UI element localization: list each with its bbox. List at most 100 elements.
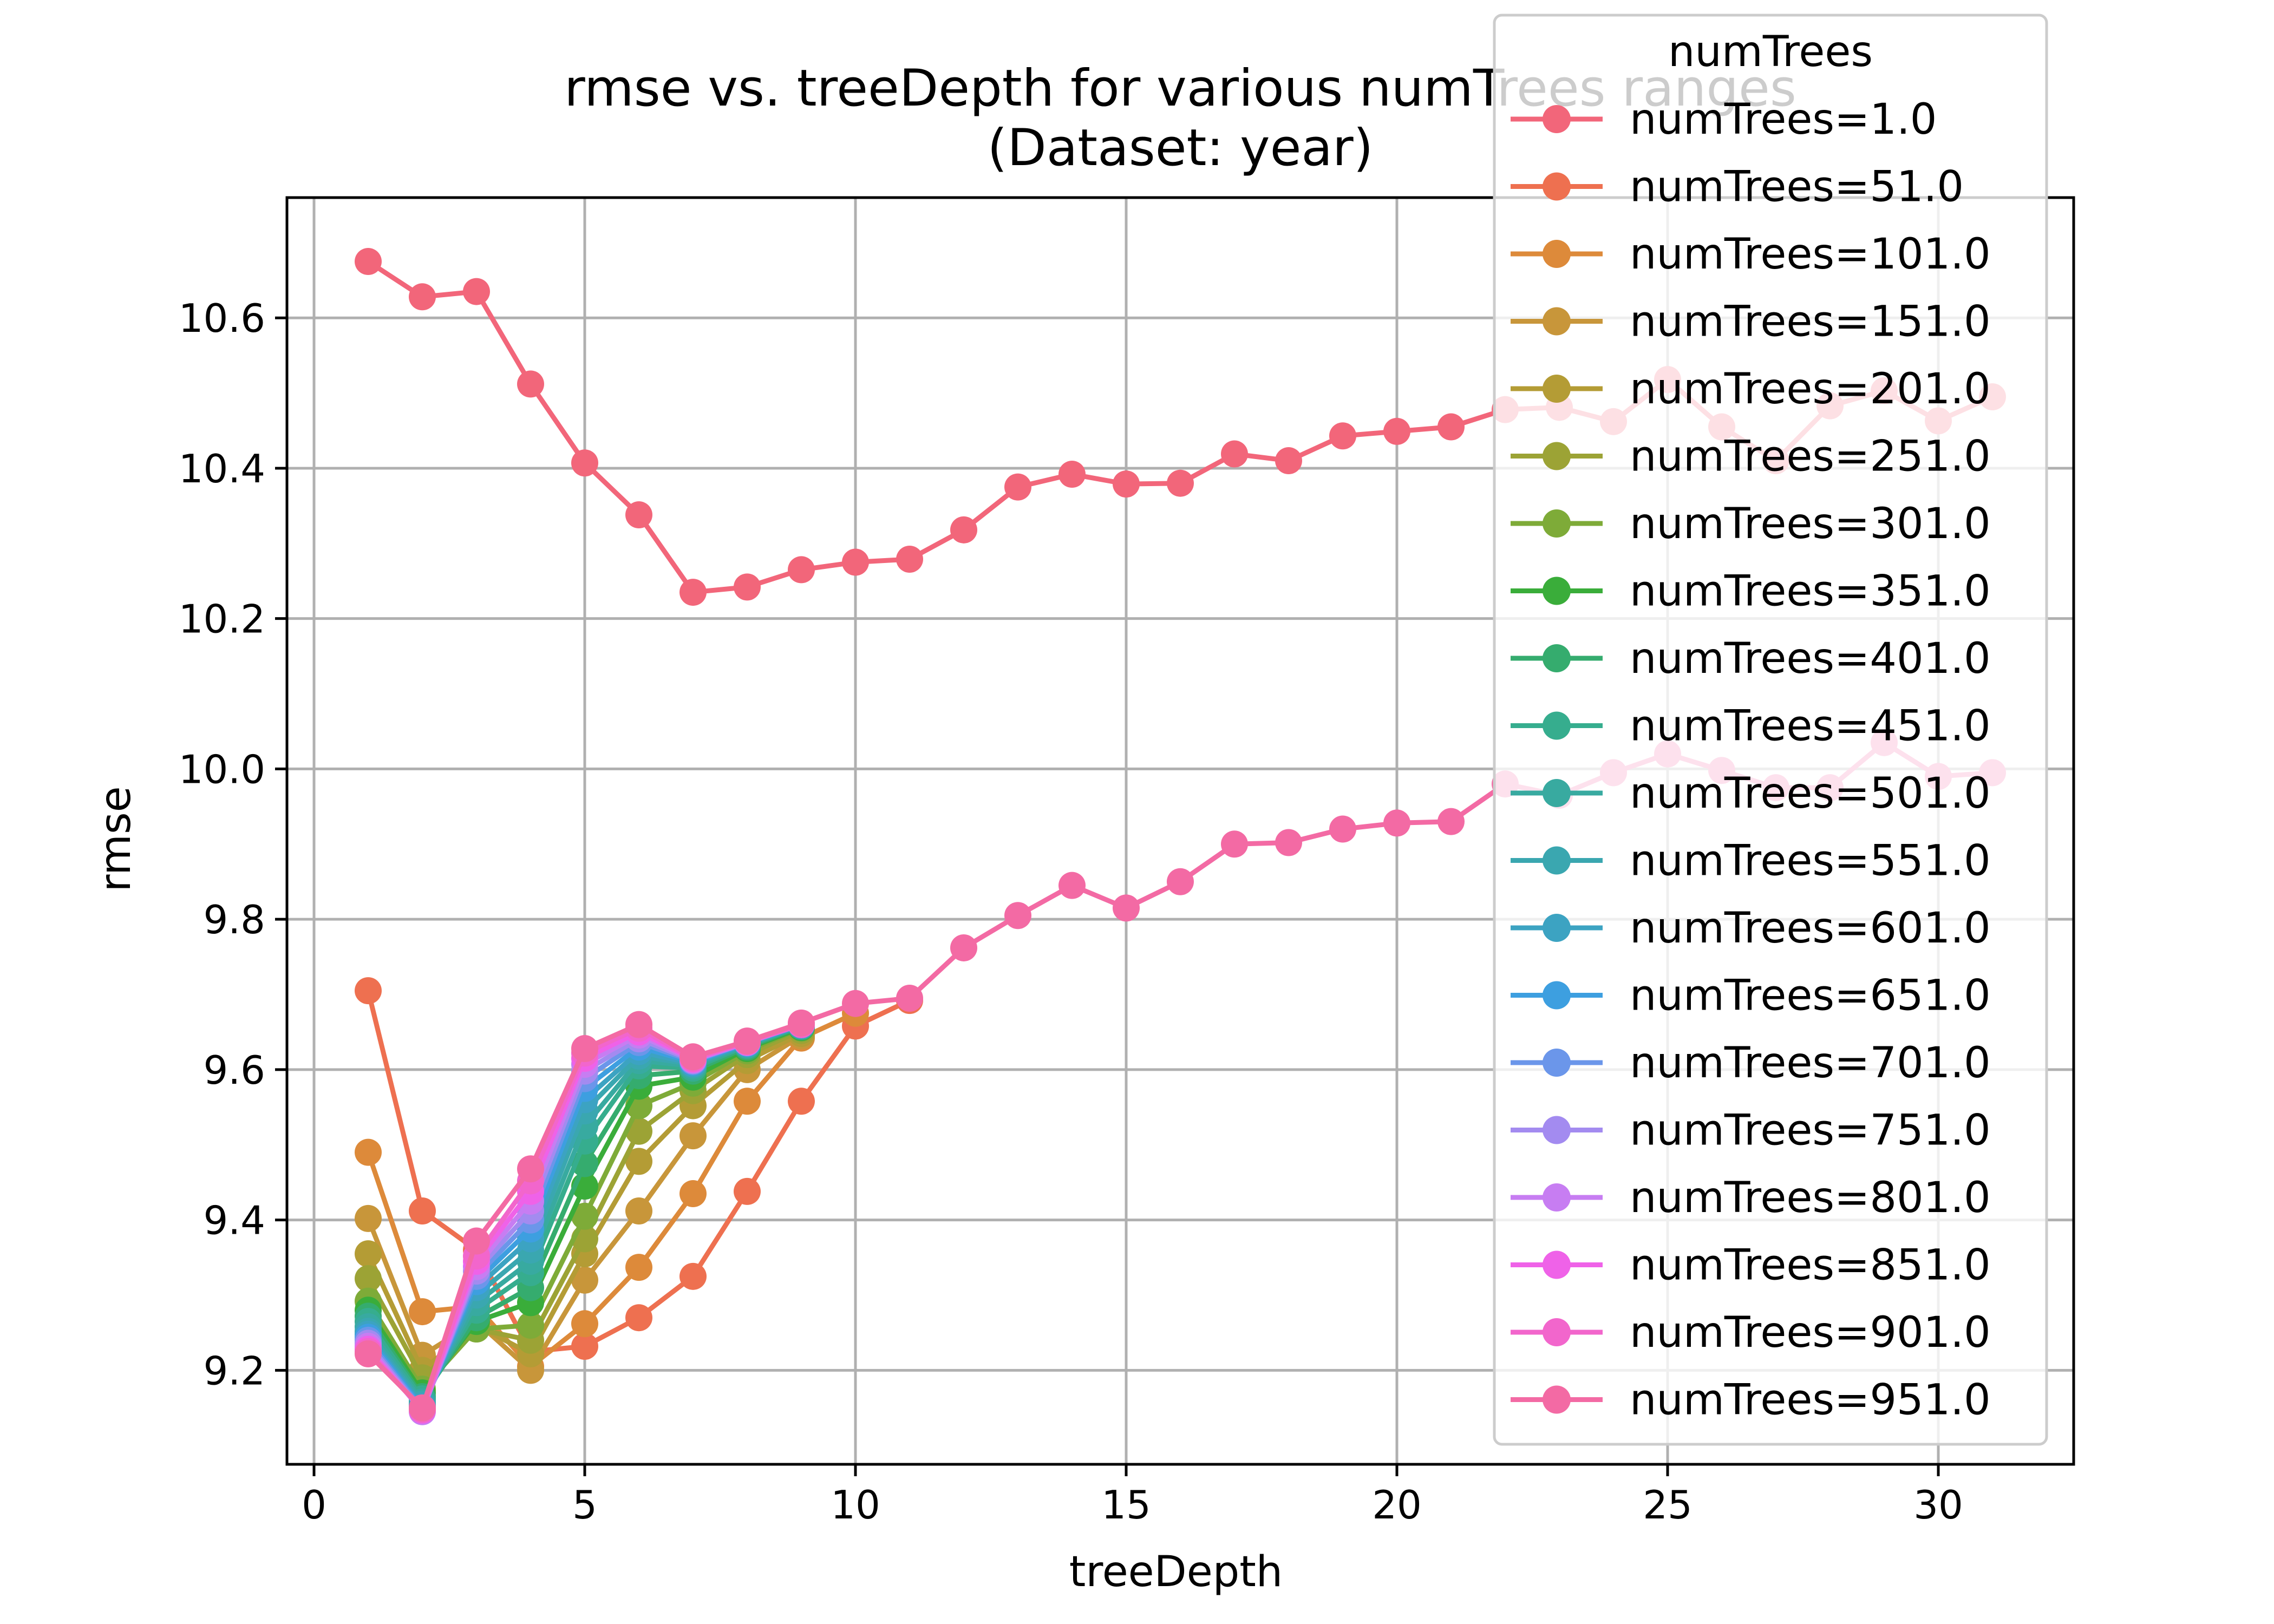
y-tick-label: 10.0: [179, 746, 265, 792]
data-point: [1167, 469, 1194, 497]
data-point: [409, 1197, 436, 1224]
legend-label: numTrees=501.0: [1630, 769, 1991, 818]
data-point: [734, 1027, 761, 1055]
data-point: [571, 1332, 598, 1360]
plot-frame: [285, 196, 2075, 1466]
legend-label: numTrees=951.0: [1630, 1376, 1991, 1425]
data-point: [950, 516, 977, 543]
legend-marker: [1543, 577, 1571, 605]
data-point: [1113, 470, 1140, 498]
x-tick-label: 15: [1101, 1482, 1151, 1528]
data-point: [355, 1204, 382, 1232]
data-point: [625, 1254, 652, 1281]
legend-items: numTrees=1.0 numTrees=51.0 numTrees=101.0 n…: [1511, 95, 1991, 1425]
data-point: [1437, 808, 1465, 835]
legend-entry: numTrees=101.0: [1511, 230, 1991, 279]
series-line: [365, 1011, 857, 1369]
data-point: [571, 449, 598, 477]
data-point: [517, 1155, 544, 1183]
legend-label: numTrees=1.0: [1630, 95, 1937, 144]
data-point: [1058, 872, 1086, 899]
legend-marker: [1543, 509, 1571, 538]
data-point: [679, 1262, 707, 1290]
legend-entry: numTrees=701.0: [1511, 1039, 1991, 1088]
chart-subtitle: (Dataset: year): [988, 119, 1374, 178]
legend-marker: [1543, 1049, 1571, 1077]
legend-marker: [1543, 711, 1571, 740]
y-tick-label: 9.4: [203, 1198, 265, 1243]
data-point: [1221, 440, 1248, 468]
data-point: [355, 977, 382, 1005]
legend-marker: [1543, 779, 1571, 807]
data-point: [896, 984, 923, 1012]
legend-entry: numTrees=251.0: [1511, 433, 1991, 481]
legend-label: numTrees=151.0: [1630, 298, 1991, 346]
legend-marker: [1543, 307, 1571, 336]
data-point: [625, 1148, 652, 1175]
data-point: [896, 545, 923, 573]
y-tick-label: 9.8: [203, 897, 265, 942]
y-tick-label: 10.6: [179, 296, 265, 341]
y-tick-label: 10.2: [179, 597, 265, 642]
legend-marker: [1543, 914, 1571, 942]
data-point: [1383, 809, 1410, 837]
data-point: [1004, 902, 1031, 929]
legend-label: numTrees=301.0: [1630, 500, 1991, 548]
legend-marker: [1543, 1385, 1571, 1414]
x-tick-label: 10: [831, 1482, 880, 1528]
data-point: [1275, 447, 1302, 475]
legend-entry: numTrees=551.0: [1511, 837, 1991, 886]
x-axis-ticks: 0 5 10 15 20 25 30: [302, 1464, 1963, 1528]
y-axis-ticks: 9.2 9.4 9.6 9.8 10.0 10.2 10.4 10.6: [179, 296, 287, 1393]
legend-entry: numTrees=201.0: [1511, 365, 1991, 414]
legend-entry: numTrees=601.0: [1511, 904, 1991, 953]
legend-entry: numTrees=901.0: [1511, 1308, 1991, 1357]
data-point: [1329, 422, 1356, 450]
legend-marker: [1543, 1116, 1571, 1144]
data-point: [517, 1312, 544, 1339]
data-point: [355, 248, 382, 276]
legend-entry: numTrees=451.0: [1511, 702, 1991, 751]
data-point: [1275, 829, 1302, 856]
legend-entry: numTrees=351.0: [1511, 567, 1991, 616]
legend-marker: [1543, 981, 1571, 1010]
data-point: [1113, 894, 1140, 922]
data-point: [355, 1340, 382, 1367]
legend-entry: numTrees=151.0: [1511, 298, 1991, 346]
legend-label: numTrees=751.0: [1630, 1106, 1991, 1155]
data-point: [571, 1035, 598, 1063]
y-tick-label: 10.4: [179, 446, 265, 492]
data-point: [734, 573, 761, 601]
data-point: [463, 1227, 490, 1255]
legend-label: numTrees=401.0: [1630, 634, 1991, 683]
x-tick-label: 0: [302, 1482, 326, 1528]
x-tick-label: 5: [572, 1482, 597, 1528]
legend-marker: [1543, 442, 1571, 470]
legend-box: [1493, 14, 2048, 1446]
legend-title: numTrees: [1668, 28, 1873, 76]
data-point: [842, 990, 869, 1017]
legend-label: numTrees=51.0: [1630, 163, 1964, 212]
legend: numTrees numTrees=1.0numTrees=51.0numTre…: [1493, 14, 2048, 1446]
legend-entry: numTrees=501.0: [1511, 769, 1991, 818]
legend-marker: [1543, 1250, 1571, 1279]
x-tick-label: 20: [1372, 1482, 1422, 1528]
data-point: [409, 1298, 436, 1326]
legend-label: numTrees=551.0: [1630, 837, 1991, 886]
x-axis-label: treeDepth: [1069, 1548, 1283, 1596]
data-point: [625, 1011, 652, 1038]
x-tick-label: 30: [1913, 1482, 1963, 1528]
legend-label: numTrees=201.0: [1630, 365, 1991, 414]
legend-label: numTrees=351.0: [1630, 567, 1991, 616]
data-point: [463, 278, 490, 305]
data-point: [517, 370, 544, 398]
data-point: [734, 1088, 761, 1115]
data-point: [409, 1394, 436, 1422]
data-point: [1329, 815, 1356, 843]
legend-label: numTrees=701.0: [1630, 1039, 1991, 1088]
data-point: [1383, 417, 1410, 445]
data-point: [788, 1088, 815, 1115]
data-point: [1167, 868, 1194, 895]
legend-marker: [1543, 240, 1571, 268]
data-point: [679, 1122, 707, 1150]
